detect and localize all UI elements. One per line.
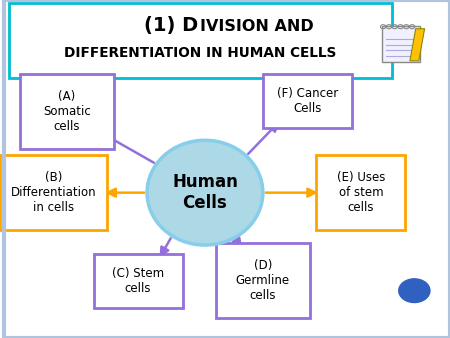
Circle shape	[399, 279, 430, 303]
Text: (A)
Somatic
cells: (A) Somatic cells	[43, 90, 91, 133]
FancyArrowPatch shape	[108, 189, 144, 197]
FancyBboxPatch shape	[316, 155, 405, 230]
Ellipse shape	[147, 140, 263, 245]
FancyArrowPatch shape	[266, 189, 315, 197]
FancyArrowPatch shape	[161, 238, 171, 255]
Text: (B)
Differentiation
in cells: (B) Differentiation in cells	[11, 171, 96, 214]
FancyBboxPatch shape	[94, 254, 183, 308]
Text: (1) D: (1) D	[144, 16, 198, 35]
FancyBboxPatch shape	[0, 155, 107, 230]
Text: (D)
Germline
cells: (D) Germline cells	[236, 259, 290, 302]
FancyBboxPatch shape	[20, 74, 113, 149]
Polygon shape	[410, 29, 425, 61]
Text: Human
Cells: Human Cells	[172, 173, 238, 212]
FancyBboxPatch shape	[263, 74, 352, 128]
FancyArrowPatch shape	[105, 135, 154, 163]
Text: (F) Cancer
Cells: (F) Cancer Cells	[277, 88, 338, 115]
FancyBboxPatch shape	[216, 243, 310, 318]
Text: (E) Uses
of stem
cells: (E) Uses of stem cells	[337, 171, 385, 214]
Text: (C) Stem
cells: (C) Stem cells	[112, 267, 164, 294]
FancyBboxPatch shape	[382, 26, 420, 62]
FancyBboxPatch shape	[9, 3, 392, 78]
FancyArrowPatch shape	[233, 237, 241, 246]
Text: DIFFERENTIATION IN HUMAN CELLS: DIFFERENTIATION IN HUMAN CELLS	[64, 46, 337, 61]
Text: IVISION AND: IVISION AND	[200, 19, 313, 34]
FancyArrowPatch shape	[248, 123, 278, 154]
